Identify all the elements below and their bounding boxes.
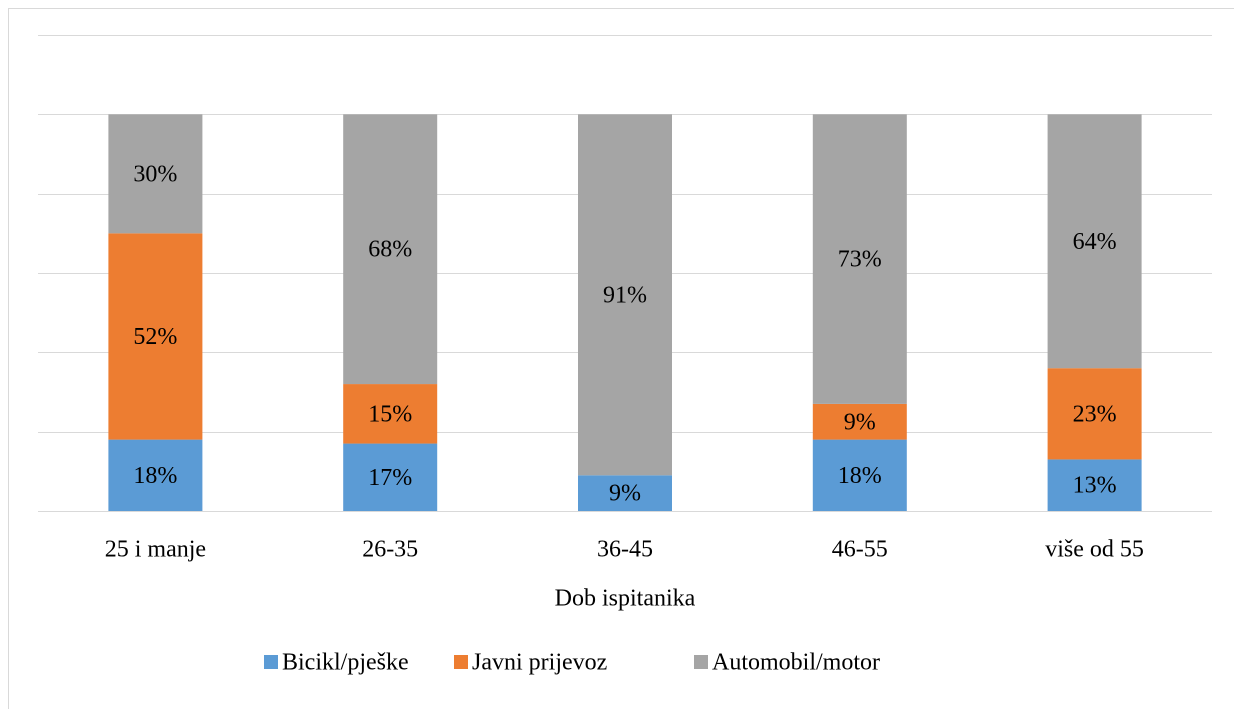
data-label: 30% — [133, 161, 177, 187]
data-label: 15% — [368, 401, 412, 427]
data-label: 68% — [368, 237, 412, 263]
legend-label: Bicikl/pješke — [282, 650, 409, 676]
x-tick-label: 46-55 — [832, 537, 888, 563]
data-label: 91% — [603, 282, 647, 308]
data-label: 73% — [838, 247, 882, 273]
data-label: 9% — [844, 409, 876, 435]
data-label: 18% — [133, 463, 177, 489]
legend-swatch — [264, 655, 278, 669]
data-label: 17% — [368, 465, 412, 491]
data-label: 64% — [1073, 229, 1117, 255]
data-label: 23% — [1073, 401, 1117, 427]
data-label: 9% — [609, 481, 641, 507]
legend-label: Automobil/motor — [712, 650, 880, 676]
legend-swatch — [454, 655, 468, 669]
x-tick-label: više od 55 — [1045, 537, 1144, 563]
legend-swatch — [694, 655, 708, 669]
data-label: 52% — [133, 324, 177, 350]
data-label: 18% — [838, 463, 882, 489]
x-tick-label: 36-45 — [597, 537, 653, 563]
data-label: 13% — [1073, 473, 1117, 499]
x-tick-label: 26-35 — [362, 537, 418, 563]
x-tick-label: 25 i manje — [105, 537, 206, 563]
legend-label: Javni prijevoz — [472, 650, 607, 676]
x-axis-label: Dob ispitanika — [555, 586, 696, 612]
